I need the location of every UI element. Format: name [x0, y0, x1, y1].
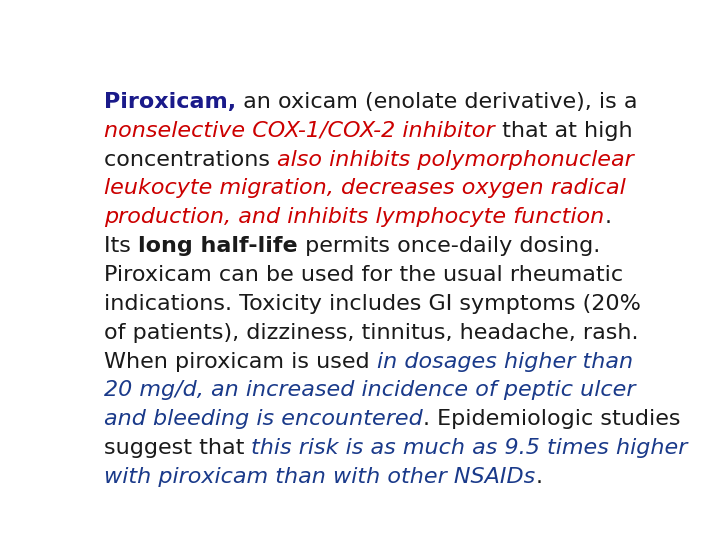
Text: that at high: that at high	[495, 120, 632, 140]
Text: suggest that: suggest that	[104, 438, 251, 458]
Text: in dosages higher than: in dosages higher than	[377, 352, 633, 372]
Text: this risk is as much as 9.5 times higher: this risk is as much as 9.5 times higher	[251, 438, 688, 458]
Text: permits once-daily dosing.: permits once-daily dosing.	[297, 236, 600, 256]
Text: and bleeding is encountered: and bleeding is encountered	[104, 409, 423, 429]
Text: .: .	[604, 207, 611, 227]
Text: concentrations: concentrations	[104, 150, 277, 170]
Text: Piroxicam can be used for the usual rheumatic: Piroxicam can be used for the usual rheu…	[104, 265, 623, 285]
Text: 20 mg/d, an increased incidence of peptic ulcer: 20 mg/d, an increased incidence of pepti…	[104, 381, 636, 401]
Text: nonselective COX-1/COX-2 inhibitor: nonselective COX-1/COX-2 inhibitor	[104, 120, 495, 140]
Text: an oxicam (enolate derivative), is a: an oxicam (enolate derivative), is a	[236, 92, 638, 112]
Text: Piroxicam,: Piroxicam,	[104, 92, 236, 112]
Text: production, and inhibits lymphocyte function: production, and inhibits lymphocyte func…	[104, 207, 604, 227]
Text: of patients), dizziness, tinnitus, headache, rash.: of patients), dizziness, tinnitus, heada…	[104, 323, 639, 343]
Text: also inhibits polymorphonuclear: also inhibits polymorphonuclear	[277, 150, 634, 170]
Text: When piroxicam is used: When piroxicam is used	[104, 352, 377, 372]
Text: .: .	[535, 467, 542, 487]
Text: . Epidemiologic studies: . Epidemiologic studies	[423, 409, 680, 429]
Text: long half-life: long half-life	[138, 236, 297, 256]
Text: leukocyte migration, decreases oxygen radical: leukocyte migration, decreases oxygen ra…	[104, 178, 626, 198]
Text: Its: Its	[104, 236, 138, 256]
Text: with piroxicam than with other NSAIDs: with piroxicam than with other NSAIDs	[104, 467, 535, 487]
Text: indications. Toxicity includes GI symptoms (20%: indications. Toxicity includes GI sympto…	[104, 294, 641, 314]
